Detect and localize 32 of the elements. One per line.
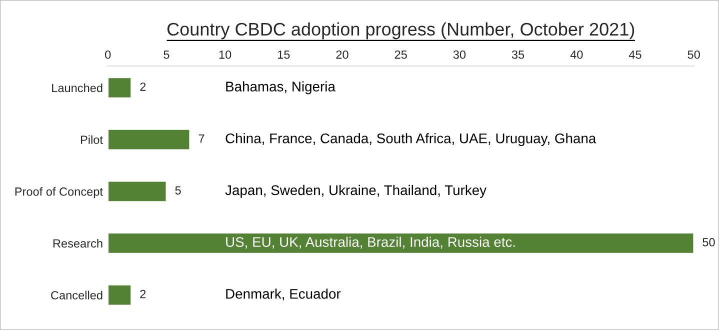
data-label: 50 <box>702 238 715 246</box>
chart-title: Country CBDC adoption progress (Number, October 2021) <box>167 22 634 40</box>
y-tick-label: Cancelled <box>51 290 102 300</box>
bar <box>108 232 694 254</box>
annotation: Japan, Sweden, Ukraine, Thailand, Turkey <box>225 184 486 198</box>
x-tick-label: 45 <box>628 50 642 59</box>
y-tick-label: Launched <box>52 83 102 92</box>
bar <box>108 180 168 202</box>
annotation: China, France, Canada, South Africa, UAE, Uruguay, Ghana <box>226 133 596 146</box>
x-tick-label: 10 <box>219 50 232 59</box>
x-tick-label: 15 <box>278 50 290 59</box>
x-tick-label: 0 <box>105 50 111 59</box>
data-label: 2 <box>140 82 146 91</box>
y-tick-label: Research <box>53 238 102 248</box>
annotation: Denmark, Ecuador <box>226 288 341 300</box>
data-label: 5 <box>175 186 181 195</box>
x-tick-label: 40 <box>570 50 583 59</box>
x-tick-label: 35 <box>512 50 524 59</box>
x-tick-label: 30 <box>453 50 466 59</box>
bar <box>108 128 191 151</box>
y-tick-label: Pilot <box>80 135 103 144</box>
data-label: 2 <box>140 290 146 298</box>
annotation: US, EU, UK, Australia, Brazil, India, Russia etc. <box>226 236 515 249</box>
x-tick-label: 5 <box>164 50 170 59</box>
x-tick-label: 50 <box>688 50 700 59</box>
x-tick-label: 25 <box>394 50 407 59</box>
bar <box>108 76 132 99</box>
annotation: Bahamas, Nigeria <box>226 81 336 94</box>
data-label: 7 <box>198 134 204 143</box>
x-tick-label: 20 <box>336 50 348 59</box>
y-tick-label: Proof of Concept <box>15 187 103 198</box>
bar <box>108 284 132 306</box>
